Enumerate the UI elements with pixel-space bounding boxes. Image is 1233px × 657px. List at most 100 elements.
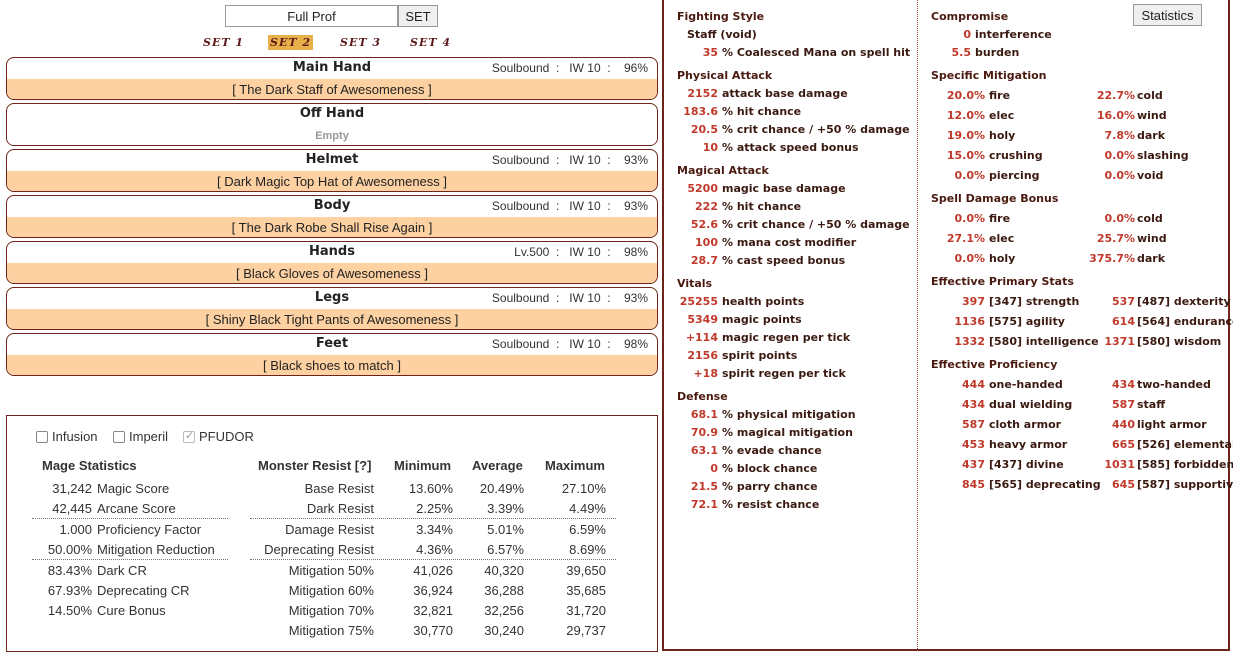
spell-damage-bonus-label: fire xyxy=(989,212,1011,225)
proficiency-label: [526] elemental xyxy=(1137,438,1233,451)
stat-value: 35 xyxy=(702,46,718,59)
equipped-item[interactable]: [ Dark Magic Top Hat of Awesomeness ] xyxy=(7,171,657,191)
stat-label: spirit regen per tick xyxy=(722,367,846,380)
imperil-label: Imperil xyxy=(129,429,169,444)
spell-damage-bonus-value: 0.0% xyxy=(954,252,985,265)
equip-slot-legs[interactable]: Legs Soulbound : IW 10 : 93% [ Shiny Bla… xyxy=(6,287,658,330)
resist-row-label: Damage Resist xyxy=(285,522,374,537)
primary-stat-label: [580] intelligence xyxy=(989,335,1099,348)
primary-stat-value: 397 xyxy=(962,295,985,308)
stat-value: 20.5 xyxy=(690,123,718,136)
set-1-tab[interactable]: SET 1 xyxy=(203,36,244,49)
proficiency-label: cloth armor xyxy=(989,418,1062,431)
set-name-button[interactable]: SET xyxy=(398,5,438,27)
equipped-item[interactable]: [ Shiny Black Tight Pants of Awesomeness… xyxy=(7,309,657,329)
proficiency-value: 453 xyxy=(962,438,985,451)
slot-name: Off Hand xyxy=(299,106,365,121)
stat-label: % resist chance xyxy=(722,498,820,511)
stat-section-header: Physical Attack xyxy=(677,69,773,82)
spell-damage-bonus-label: wind xyxy=(1137,232,1167,245)
proficiency-value: 444 xyxy=(962,378,985,391)
stat-label: health points xyxy=(722,295,805,308)
primary-stat-value: 1371 xyxy=(1104,335,1135,348)
proficiency-value: 434 xyxy=(962,398,985,411)
resist-max-value: 4.49% xyxy=(569,501,606,516)
stat-label: % evade chance xyxy=(722,444,822,457)
equipped-item[interactable]: [ Black shoes to match ] xyxy=(7,355,657,375)
specific-mitigation-value: 16.0% xyxy=(1096,109,1135,122)
resist-min-value: 32,821 xyxy=(413,603,453,618)
character-stats-panel xyxy=(662,0,1230,651)
equip-slot-body[interactable]: Body Soulbound : IW 10 : 93% [ The Dark … xyxy=(6,195,658,238)
stat-label: magic regen per tick xyxy=(722,331,851,344)
infusion-label: Infusion xyxy=(52,429,98,444)
resist-max-value: 39,650 xyxy=(566,563,606,578)
proficiency-label: light armor xyxy=(1137,418,1207,431)
spell-damage-bonus-label: dark xyxy=(1137,252,1166,265)
imperil-option[interactable]: Imperil xyxy=(113,429,168,444)
set-2-tab[interactable]: SET 2 xyxy=(268,35,313,50)
spell-damage-bonus-value: 25.7% xyxy=(1096,232,1135,245)
pfudor-checkbox[interactable] xyxy=(183,429,195,443)
stat-value: 10 xyxy=(702,141,718,154)
set-4-tab[interactable]: SET 4 xyxy=(410,36,451,49)
specific-mitigation-label: dark xyxy=(1137,129,1166,142)
empty-slot-label: Empty xyxy=(7,125,657,145)
equip-slot-helmet[interactable]: Helmet Soulbound : IW 10 : 93% [ Dark Ma… xyxy=(6,149,658,192)
specific-mitigation-value: 7.8% xyxy=(1104,129,1135,142)
specific-mitigation-value: 15.0% xyxy=(946,149,985,162)
equip-slot-main-hand[interactable]: Main Hand Soulbound : IW 10 : 96% [ The … xyxy=(6,57,658,100)
spell-damage-bonus-value: 27.1% xyxy=(946,232,985,245)
specific-mitigation-value: 22.7% xyxy=(1096,89,1135,102)
stat-value: 63.1 xyxy=(690,444,718,457)
primary-stat-label: [487] dexterity xyxy=(1137,295,1231,308)
stat-label: % cast speed bonus xyxy=(722,254,846,267)
stat-label: % magical mitigation xyxy=(722,426,853,439)
proficiency-label: heavy armor xyxy=(989,438,1068,451)
resist-max-value: 8.69% xyxy=(569,542,606,557)
proficiency-value: 434 xyxy=(1112,378,1135,391)
infusion-checkbox[interactable] xyxy=(36,430,48,443)
proficiency-label: [437] divine xyxy=(989,458,1064,471)
resist-row-label: Base Resist xyxy=(304,481,374,496)
mage-stat-value: 1.000 xyxy=(59,522,92,537)
resist-avg-value: 32,256 xyxy=(484,603,524,618)
statistics-button[interactable]: Statistics xyxy=(1133,4,1202,26)
stat-value: 222 xyxy=(695,200,718,213)
resist-row-label: Mitigation 60% xyxy=(288,583,374,598)
mage-stat-label: Cure Bonus xyxy=(97,603,166,618)
equipped-item[interactable]: [ Black Gloves of Awesomeness ] xyxy=(7,263,657,283)
pfudor-option[interactable]: PFUDOR xyxy=(183,429,254,444)
build-name-input[interactable] xyxy=(225,5,398,27)
equip-slot-hands[interactable]: Hands Lv.500 : IW 10 : 98% [ Black Glove… xyxy=(6,241,658,284)
divider xyxy=(250,559,616,560)
equip-slot-feet[interactable]: Feet Soulbound : IW 10 : 98% [ Black sho… xyxy=(6,333,658,376)
equipped-item[interactable]: [ The Dark Robe Shall Rise Again ] xyxy=(7,217,657,237)
stat-value: 52.6 xyxy=(690,218,718,231)
spell-damage-bonus-label: cold xyxy=(1137,212,1163,225)
resist-avg-value: 6.57% xyxy=(487,542,524,557)
slot-meta: Lv.500 : IW 10 : 98% xyxy=(514,245,648,259)
slot-meta: Soulbound : IW 10 : 93% xyxy=(491,291,648,305)
average-header: Average xyxy=(472,458,523,473)
spell-damage-bonus-value: 375.7% xyxy=(1089,252,1135,265)
slot-meta: Soulbound : IW 10 : 93% xyxy=(491,153,648,167)
equipped-item[interactable]: [ The Dark Staff of Awesomeness ] xyxy=(7,79,657,99)
monster-resist-header[interactable]: Monster Resist [?] xyxy=(258,458,372,473)
proficiency-label: [587] supportive xyxy=(1137,478,1233,491)
primary-stat-value: 614 xyxy=(1112,315,1135,328)
stat-value: +18 xyxy=(693,367,718,380)
equip-slot-off-hand[interactable]: Off Hand Empty xyxy=(6,103,658,146)
stat-label: spirit points xyxy=(722,349,798,362)
stat-label: % crit chance / +50 % damage xyxy=(722,123,910,136)
resist-row-label: Dark Resist xyxy=(306,501,374,516)
mage-stat-label: Magic Score xyxy=(97,481,170,496)
infusion-option[interactable]: Infusion xyxy=(36,429,98,444)
resist-avg-value: 36,288 xyxy=(484,583,524,598)
stat-label: magic points xyxy=(722,313,802,326)
set-3-tab[interactable]: SET 3 xyxy=(340,36,381,49)
imperil-checkbox[interactable] xyxy=(113,430,125,443)
slot-name: Legs xyxy=(314,290,350,305)
primary-stat-label: [580] wisdom xyxy=(1137,335,1222,348)
resist-max-value: 35,685 xyxy=(566,583,606,598)
